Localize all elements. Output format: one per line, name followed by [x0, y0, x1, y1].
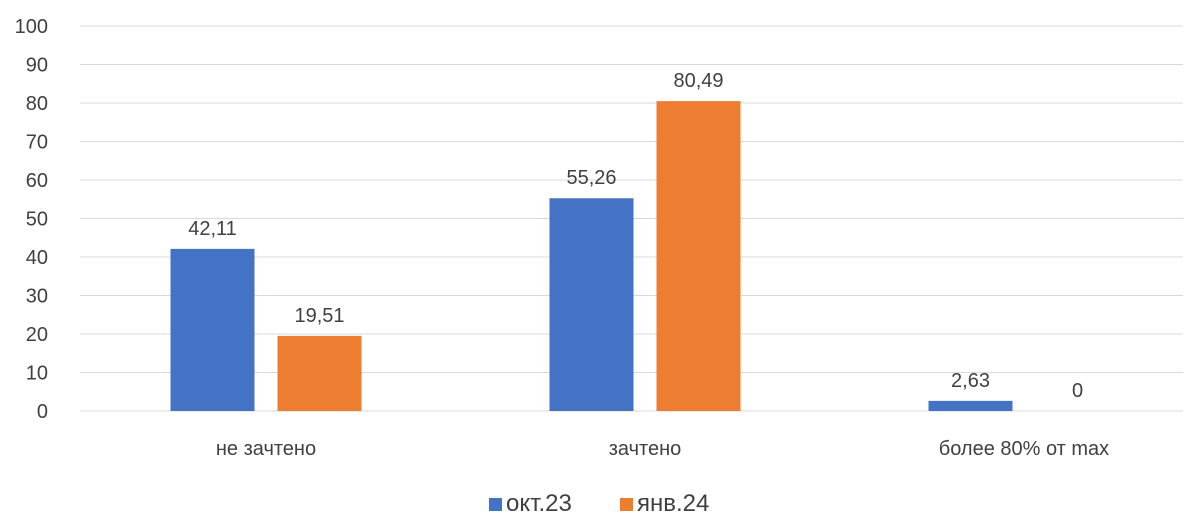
bar-series1-0 [170, 248, 255, 411]
legend-label: окт.23 [506, 490, 572, 517]
bar-series1-2 [928, 400, 1013, 411]
y-tick-label: 30 [26, 286, 48, 308]
bars [170, 101, 1013, 412]
data-label: 2,63 [951, 370, 990, 392]
x-category-label: более 80% от max [939, 438, 1109, 460]
data-label: 55,26 [566, 167, 616, 189]
data-label: 19,51 [294, 305, 344, 327]
x-category-label: зачтено [609, 438, 682, 460]
y-tick-label: 20 [26, 324, 48, 346]
data-labels: 42,11 19,51 55,26 80,49 2,63 0 [188, 70, 1083, 402]
legend-label: янв.24 [637, 490, 709, 517]
legend: окт.23 янв.24 [489, 490, 709, 517]
data-label: 0 [1072, 380, 1083, 402]
legend-swatch [620, 498, 633, 511]
data-label: 42,11 [188, 218, 237, 240]
y-axis-ticks: 0 10 20 30 40 50 60 70 80 90 100 [15, 16, 48, 423]
bar-series2-1 [656, 101, 741, 412]
y-tick-label: 60 [26, 170, 48, 192]
y-tick-label: 40 [26, 247, 48, 269]
y-tick-label: 80 [26, 93, 48, 115]
x-axis-categories: не зачтено зачтено более 80% от max [216, 438, 1109, 460]
y-tick-label: 100 [15, 16, 48, 38]
bar-series1-1 [549, 198, 634, 411]
y-tick-label: 70 [26, 132, 48, 154]
y-tick-label: 90 [26, 55, 48, 77]
y-tick-label: 50 [26, 209, 48, 231]
y-tick-label: 10 [26, 363, 48, 385]
data-label: 80,49 [673, 70, 723, 92]
bar-series2-0 [277, 335, 362, 411]
legend-swatch [489, 498, 502, 511]
x-category-label: не зачтено [216, 438, 316, 460]
y-tick-label: 0 [37, 401, 48, 423]
